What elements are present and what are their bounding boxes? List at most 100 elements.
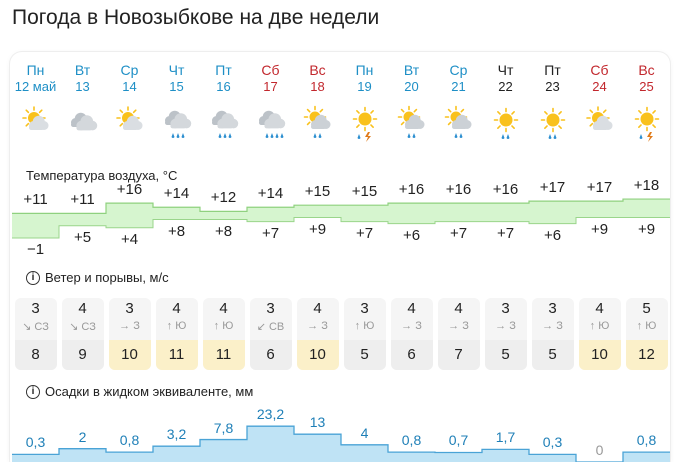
- cloudy-heavy-rain-icon: [258, 110, 285, 139]
- wind-label: i Ветер и порывы, м/с: [26, 270, 169, 285]
- partly-cloudy-sun-icon: [585, 106, 612, 130]
- wind-direction: → З: [448, 320, 469, 332]
- wind-direction: → З: [119, 320, 140, 332]
- temperature-high: +17: [539, 179, 566, 197]
- precipitation-value: 7,8: [213, 419, 234, 436]
- cloudy-icon: [70, 112, 97, 131]
- temperature-label-text: Температура воздуха, °C: [26, 168, 178, 183]
- info-icon[interactable]: i: [26, 270, 40, 285]
- wind-cell: 3 ↘ СЗ 8: [14, 298, 57, 370]
- wind-cell: 4 ↑ Ю 11: [155, 298, 198, 370]
- wind-gust: 10: [578, 340, 621, 370]
- wind-label-text: Ветер и порывы, м/с: [45, 270, 169, 285]
- day-of-week: Вс: [309, 62, 326, 78]
- temperature-low-line: [12, 217, 670, 239]
- temperature-low: +7: [496, 224, 515, 242]
- wind-speed: 4: [172, 300, 181, 317]
- day-of-week: Чт: [497, 62, 514, 78]
- wind-gust: 6: [249, 340, 292, 370]
- temperature-high: +14: [257, 185, 284, 203]
- temperature-high: +15: [304, 183, 331, 201]
- day-date: 19: [357, 79, 372, 94]
- day-column[interactable]: Пн 12 май: [12, 62, 59, 139]
- day-column[interactable]: Вт 20: [388, 62, 435, 139]
- wind-gust: 10: [108, 340, 151, 370]
- wind-cell: 3 ↑ Ю 5: [343, 298, 386, 370]
- wind-direction: ↑ Ю: [213, 320, 234, 332]
- wind-speed: 3: [125, 300, 134, 317]
- day-of-week: Вс: [638, 62, 655, 78]
- day-column[interactable]: Вс 18: [294, 62, 341, 139]
- sun-rain-thunder-icon: [352, 106, 377, 142]
- wind-gust: 8: [14, 340, 57, 370]
- day-of-week: Ср: [120, 62, 139, 78]
- temperature-high: +18: [633, 177, 660, 195]
- wind-cell: 4 ↑ Ю 10: [578, 298, 621, 370]
- wind-direction: → З: [495, 320, 516, 332]
- day-date: 15: [169, 79, 184, 94]
- precipitation-label-text: Осадки в жидком эквиваленте, мм: [45, 384, 254, 399]
- wind-speed: 4: [595, 300, 604, 317]
- precipitation-value: 1,7: [495, 429, 516, 446]
- precipitation-value: 3,2: [166, 426, 187, 443]
- wind-direction: ↘ СЗ: [22, 321, 49, 333]
- day-column[interactable]: Ср 14: [106, 62, 153, 139]
- temperature-high: +11: [23, 191, 48, 209]
- precipitation-value: 0,8: [119, 432, 140, 449]
- wind-direction: ↑ Ю: [636, 320, 657, 332]
- day-column[interactable]: Вс 25: [623, 62, 670, 142]
- day-column[interactable]: Пт 16: [200, 62, 247, 139]
- wind-cell: 4 → З 10: [296, 298, 339, 370]
- day-of-week: Чт: [168, 62, 185, 78]
- sun-rain-icon: [493, 107, 518, 140]
- day-column[interactable]: Сб 17: [247, 62, 294, 139]
- day-column[interactable]: Вт 13: [59, 62, 106, 139]
- temperature-low: +6: [402, 226, 421, 244]
- wind-gust: 5: [531, 340, 574, 370]
- day-date: 18: [310, 79, 325, 94]
- day-column[interactable]: Ср 21: [435, 62, 482, 139]
- precipitation-value: 4: [360, 424, 369, 441]
- day-date: 17: [263, 79, 278, 94]
- wind-gust: 6: [390, 340, 433, 370]
- temperature-high: +16: [445, 181, 472, 199]
- wind-speed: 3: [31, 300, 40, 317]
- day-column[interactable]: Пн 19: [341, 62, 388, 142]
- temperature-high: +17: [586, 179, 613, 197]
- wind-gust: 9: [61, 340, 104, 370]
- precipitation-value: 0,3: [542, 434, 563, 451]
- wind-cell: 4 → З 7: [437, 298, 480, 370]
- wind-direction: → З: [307, 320, 328, 332]
- partly-cloudy-rain-icon: [303, 105, 330, 139]
- wind-direction: → З: [542, 320, 563, 332]
- wind-direction: ↑ Ю: [354, 320, 375, 332]
- forecast-grid: Температура воздуха, °C i Ветер и порывы…: [10, 52, 670, 462]
- cloudy-rain-icon: [211, 110, 238, 139]
- wind-cell: 4 ↑ Ю 11: [202, 298, 245, 370]
- wind-speed: 3: [548, 300, 557, 317]
- partly-cloudy-rain-icon: [444, 105, 471, 139]
- temperature-high: +16: [116, 181, 143, 199]
- precipitation-line: [12, 425, 670, 462]
- day-of-week: Вт: [74, 62, 91, 78]
- temperature-low: +7: [261, 224, 280, 242]
- sun-rain-icon: [540, 107, 565, 140]
- precipitation-value: 0: [595, 442, 604, 458]
- day-column[interactable]: Чт 22: [482, 62, 529, 140]
- day-date: 22: [498, 79, 513, 94]
- temperature-high: +16: [398, 181, 425, 199]
- day-of-week: Сб: [590, 62, 609, 78]
- day-date: 14: [122, 79, 137, 94]
- day-column[interactable]: Сб 24: [576, 62, 623, 139]
- precipitation-chart: [12, 425, 670, 462]
- precipitation-value: 0,7: [448, 432, 469, 449]
- day-date: 24: [592, 79, 607, 94]
- info-icon[interactable]: i: [26, 384, 40, 399]
- wind-gust: 7: [437, 340, 480, 370]
- temperature-low: −1: [26, 241, 45, 258]
- day-column[interactable]: Пт 23: [529, 62, 576, 140]
- wind-direction: ↘ СЗ: [69, 321, 96, 333]
- partly-cloudy-rain-icon: [397, 105, 424, 139]
- day-column[interactable]: Чт 15: [153, 62, 200, 139]
- wind-speed: 4: [219, 300, 228, 317]
